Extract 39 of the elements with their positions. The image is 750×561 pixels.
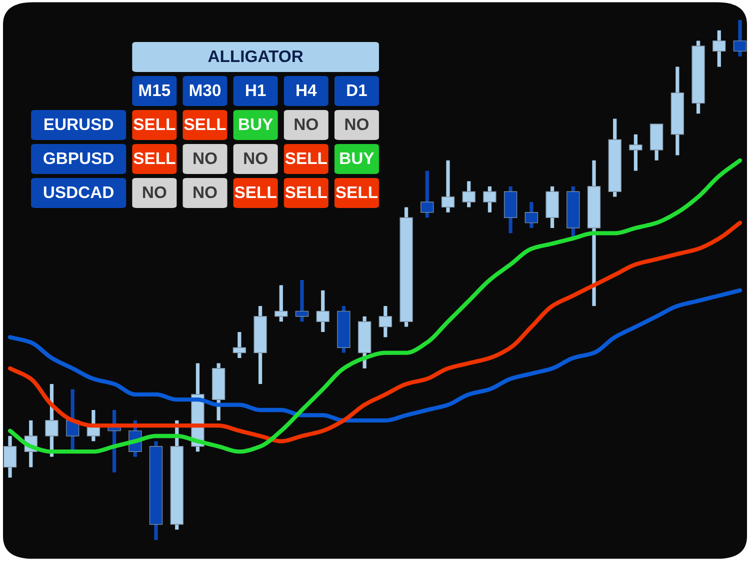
- text: SELL: [285, 152, 327, 164]
- candlestick: [733, 20, 747, 56]
- category-label: H1: [246, 84, 266, 96]
- candlestick: [232, 332, 246, 358]
- candlestick: [483, 186, 496, 212]
- candlestick: [524, 202, 538, 228]
- text: SELL: [336, 186, 378, 198]
- text: NO: [294, 118, 318, 130]
- text: ALLIGATOR: [208, 50, 304, 62]
- category-label: M30: [190, 84, 221, 96]
- category-label: EURUSD: [44, 118, 114, 130]
- category-label: M15: [139, 84, 170, 96]
- text: SELL: [134, 152, 176, 164]
- candlestick: [629, 134, 642, 171]
- text: NO: [143, 186, 166, 198]
- category-label: USDCAD: [44, 186, 114, 198]
- candlestick: [274, 285, 288, 322]
- candlestick: [462, 181, 476, 208]
- text: BUY: [239, 118, 273, 130]
- text: SELL: [184, 118, 226, 130]
- candlestick: [3, 436, 17, 478]
- candlestick: [295, 280, 309, 322]
- text: NO: [194, 152, 217, 164]
- text: NO: [194, 186, 217, 198]
- category-label: D1: [347, 84, 367, 96]
- category-label: H4: [296, 84, 317, 96]
- text: BUY: [340, 152, 374, 164]
- category-label: GBPUSD: [44, 152, 114, 164]
- text: SELL: [134, 118, 176, 130]
- text: NO: [345, 118, 369, 130]
- candlestick: [45, 384, 58, 457]
- candlestick: [441, 160, 455, 212]
- text: SELL: [285, 186, 327, 198]
- candlestick: [712, 30, 726, 67]
- candlestick: [316, 290, 330, 332]
- candlestick: [378, 306, 392, 338]
- candlestick: [420, 170, 434, 218]
- text: NO: [244, 152, 268, 164]
- text: SELL: [234, 186, 276, 198]
